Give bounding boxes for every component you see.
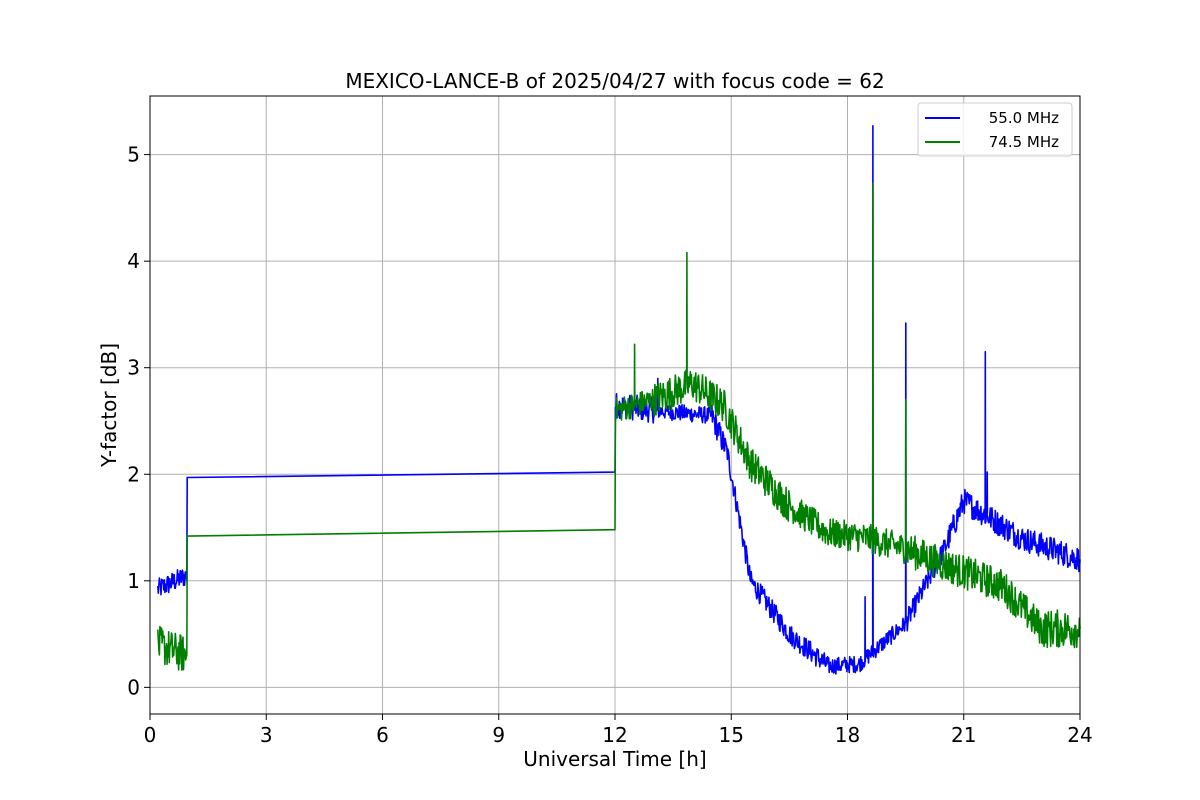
y-tick-label: 2	[127, 462, 140, 486]
series-lines	[157, 125, 1081, 675]
x-tick-label: 21	[951, 723, 976, 747]
x-tick-label: 12	[602, 723, 627, 747]
x-axis-label: Universal Time [h]	[523, 747, 706, 771]
x-tick-label: 9	[492, 723, 505, 747]
y-tick-label: 4	[127, 249, 140, 273]
legend: 55.0 MHz 74.5 MHz	[917, 102, 1073, 157]
y-tick-label: 0	[127, 675, 140, 699]
series-line-74-mhz	[157, 182, 1081, 671]
x-tick-label: 15	[719, 723, 744, 747]
x-tick-label: 0	[144, 723, 157, 747]
x-tick-label: 24	[1067, 723, 1092, 747]
x-tick-label: 3	[260, 723, 273, 747]
x-tick-label: 18	[835, 723, 860, 747]
legend-label-55-mhz: 55.0 MHz	[989, 109, 1059, 127]
y-tick-label: 5	[127, 143, 140, 167]
chart-title: MEXICO-LANCE-B of 2025/04/27 with focus …	[345, 69, 884, 93]
legend-label-74-mhz: 74.5 MHz	[989, 133, 1059, 151]
y-tick-label: 1	[127, 569, 140, 593]
x-tick-label: 6	[376, 723, 389, 747]
y-axis-label: Y-factor [dB]	[97, 343, 121, 468]
y-tick-label: 3	[127, 356, 140, 380]
